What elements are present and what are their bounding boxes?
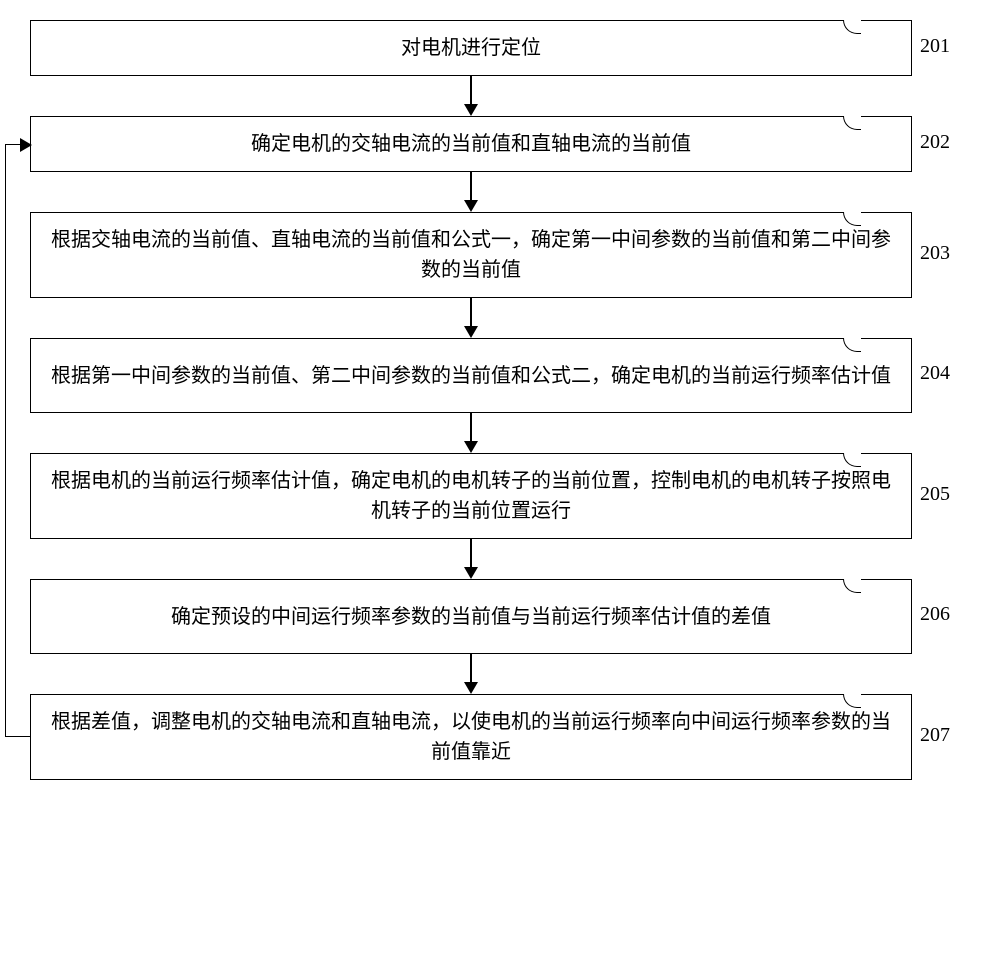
node-text: 确定电机的交轴电流的当前值和直轴电流的当前值 — [251, 129, 691, 159]
flowchart-row-205: 根据电机的当前运行频率估计值，确定电机的电机转子的当前位置，控制电机的电机转子按… — [30, 453, 970, 539]
node-label-203: 203 — [920, 242, 970, 269]
flowchart-node-205: 根据电机的当前运行频率估计值，确定电机的电机转子的当前位置，控制电机的电机转子按… — [30, 453, 912, 539]
arrow-head-icon — [464, 326, 478, 338]
arrow-down-icon — [464, 76, 478, 116]
node-text: 确定预设的中间运行频率参数的当前值与当前运行频率估计值的差值 — [171, 602, 771, 632]
arrow-head-icon — [464, 441, 478, 453]
flowchart-row-203: 根据交轴电流的当前值、直轴电流的当前值和公式一，确定第一中间参数的当前值和第二中… — [30, 212, 970, 298]
flowchart-node-201: 对电机进行定位 — [30, 20, 912, 76]
node-notch — [843, 212, 861, 226]
arrow-down-icon — [464, 172, 478, 212]
node-label-202: 202 — [920, 131, 970, 158]
node-notch — [843, 694, 861, 708]
node-notch — [843, 20, 861, 34]
flowchart-node-203: 根据交轴电流的当前值、直轴电流的当前值和公式一，确定第一中间参数的当前值和第二中… — [30, 212, 912, 298]
node-text: 根据第一中间参数的当前值、第二中间参数的当前值和公式二，确定电机的当前运行频率估… — [51, 361, 891, 391]
arrow-line — [470, 654, 472, 682]
arrow-down-icon — [464, 539, 478, 579]
node-label-205: 205 — [920, 483, 970, 510]
flowchart-node-204: 根据第一中间参数的当前值、第二中间参数的当前值和公式二，确定电机的当前运行频率估… — [30, 338, 912, 413]
arrow-down-icon — [464, 298, 478, 338]
feedback-arrow-head-icon — [20, 138, 32, 152]
node-notch — [843, 579, 861, 593]
node-label-207: 207 — [920, 724, 970, 751]
flowchart-row-207: 根据差值，调整电机的交轴电流和直轴电流，以使电机的当前运行频率向中间运行频率参数… — [30, 694, 970, 780]
arrow-head-icon — [464, 567, 478, 579]
arrow-line — [470, 413, 472, 441]
feedback-loop-arrow — [5, 144, 30, 737]
node-text: 对电机进行定位 — [401, 33, 541, 63]
arrow-line — [470, 539, 472, 567]
arrow-head-icon — [464, 104, 478, 116]
node-label-206: 206 — [920, 603, 970, 630]
flowchart-node-202: 确定电机的交轴电流的当前值和直轴电流的当前值 — [30, 116, 912, 172]
node-notch — [843, 116, 861, 130]
flowchart-row-206: 确定预设的中间运行频率参数的当前值与当前运行频率估计值的差值 206 — [30, 579, 970, 654]
flowchart-container: 对电机进行定位 201 确定电机的交轴电流的当前值和直轴电流的当前值 202 根据交轴电… — [30, 20, 970, 780]
node-text: 根据电机的当前运行频率估计值，确定电机的电机转子的当前位置，控制电机的电机转子按… — [51, 466, 891, 526]
arrow-head-icon — [464, 200, 478, 212]
flowchart-row-201: 对电机进行定位 201 — [30, 20, 970, 76]
flowchart-node-206: 确定预设的中间运行频率参数的当前值与当前运行频率估计值的差值 — [30, 579, 912, 654]
arrow-down-icon — [464, 413, 478, 453]
node-text: 根据交轴电流的当前值、直轴电流的当前值和公式一，确定第一中间参数的当前值和第二中… — [51, 225, 891, 285]
flowchart-row-204: 根据第一中间参数的当前值、第二中间参数的当前值和公式二，确定电机的当前运行频率估… — [30, 338, 970, 413]
flowchart-node-207: 根据差值，调整电机的交轴电流和直轴电流，以使电机的当前运行频率向中间运行频率参数… — [30, 694, 912, 780]
flowchart-row-202: 确定电机的交轴电流的当前值和直轴电流的当前值 202 — [30, 116, 970, 172]
node-notch — [843, 338, 861, 352]
arrow-line — [470, 298, 472, 326]
node-label-204: 204 — [920, 362, 970, 389]
node-text: 根据差值，调整电机的交轴电流和直轴电流，以使电机的当前运行频率向中间运行频率参数… — [51, 707, 891, 767]
node-notch — [843, 453, 861, 467]
node-label-201: 201 — [920, 35, 970, 62]
arrow-head-icon — [464, 682, 478, 694]
arrow-line — [470, 76, 472, 104]
arrow-line — [470, 172, 472, 200]
arrow-down-icon — [464, 654, 478, 694]
